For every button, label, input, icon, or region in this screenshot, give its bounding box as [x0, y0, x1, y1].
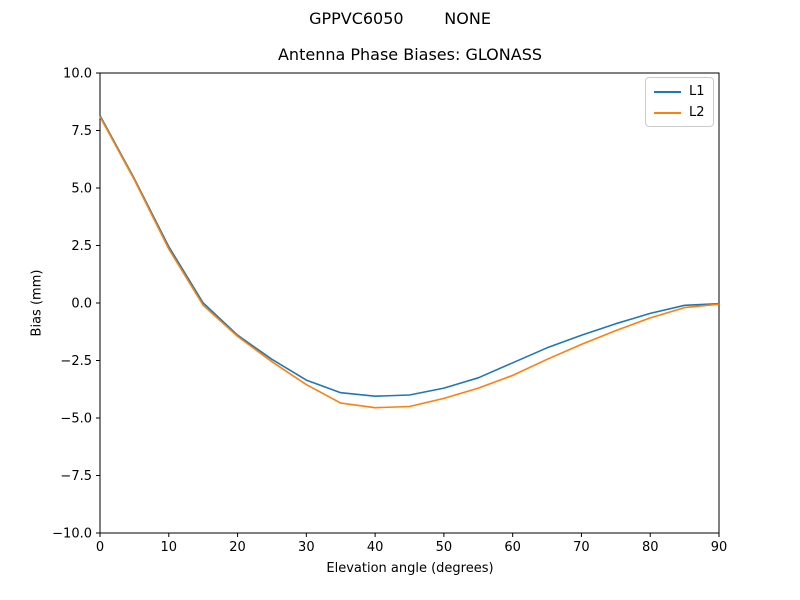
legend-item-l2: L2	[654, 106, 705, 119]
x-tick-label: 90	[711, 540, 728, 555]
x-tick-label: 10	[161, 540, 178, 555]
legend-item-l1: L1	[654, 85, 705, 98]
y-tick-label: 0.0	[71, 297, 92, 312]
x-tick-label: 60	[504, 540, 521, 555]
axes-spines	[99, 72, 720, 534]
x-tick-label: 80	[642, 540, 659, 555]
series-line-l1	[99, 115, 720, 398]
y-tick-label: 10.0	[63, 67, 92, 82]
x-axis-label: Elevation angle (degrees)	[326, 561, 494, 576]
x-tick-label: 40	[367, 540, 384, 555]
figure-suptitle: GPPVC6050 NONE	[309, 9, 491, 28]
x-tick-label: 30	[298, 540, 315, 555]
l1-line-swatch	[654, 90, 681, 93]
y-tick-label: 2.5	[71, 239, 92, 254]
y-tick-label: −10.0	[52, 527, 92, 542]
legend: L1 L2	[645, 77, 714, 127]
y-tick-label: 5.0	[71, 182, 92, 197]
y-tick-label: −2.5	[60, 354, 92, 369]
x-tick-label: 50	[436, 540, 453, 555]
series-line-l2	[99, 116, 720, 409]
x-tick-label: 20	[229, 540, 246, 555]
y-tick-label: 7.5	[71, 124, 92, 139]
chart-title: Antenna Phase Biases: GLONASS	[277, 45, 542, 64]
y-tick-label: −5.0	[60, 412, 92, 427]
l2-line-swatch	[654, 111, 681, 114]
x-tick-label: 70	[573, 540, 590, 555]
y-tick-label: −7.5	[60, 469, 92, 484]
x-tick-label: 0	[96, 540, 104, 555]
legend-label-l2: L2	[689, 105, 705, 120]
legend-label-l1: L1	[689, 84, 705, 99]
